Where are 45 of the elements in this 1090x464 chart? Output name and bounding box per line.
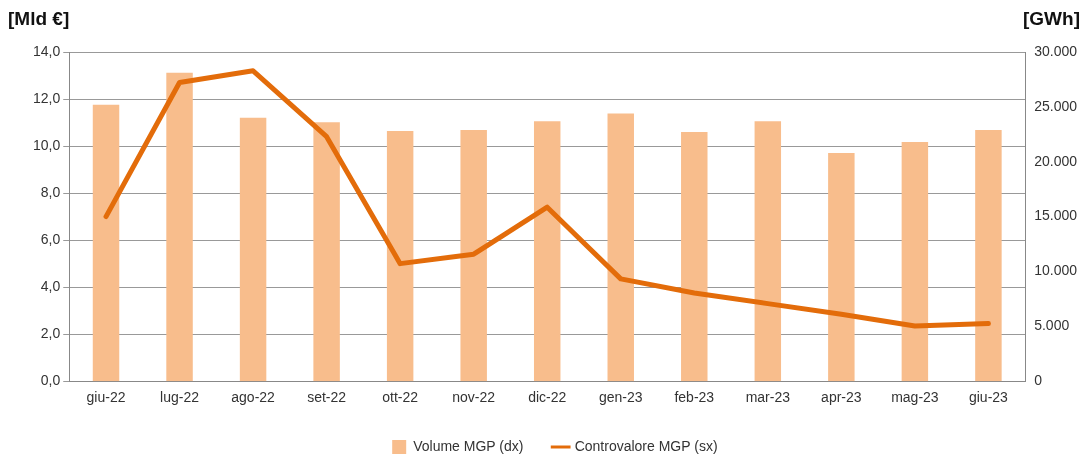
bar bbox=[386, 131, 414, 382]
y-tick-label: 2,0 bbox=[40, 325, 61, 342]
y2-tick-label: 15.000 bbox=[1034, 207, 1078, 224]
y-tick-label: 10,0 bbox=[33, 136, 61, 153]
y-axis-title: [Mld €] bbox=[8, 8, 70, 30]
y-tick-label: 14,0 bbox=[33, 42, 61, 59]
legend-label: Volume MGP (dx) bbox=[413, 437, 524, 454]
y-tick-label: 12,0 bbox=[33, 89, 61, 106]
x-tick-label: nov-22 bbox=[452, 389, 496, 406]
x-tick-label: mag-23 bbox=[891, 389, 939, 406]
x-tick-label: feb-23 bbox=[674, 389, 715, 406]
x-tick-label: ott-22 bbox=[382, 389, 419, 406]
x-tick-label: ago-22 bbox=[231, 389, 276, 406]
y2-tick-label: 5.000 bbox=[1034, 317, 1070, 334]
x-tick-label: giu-22 bbox=[86, 389, 126, 406]
bar bbox=[901, 141, 929, 382]
y-tick-label: 8,0 bbox=[40, 183, 61, 200]
bar bbox=[681, 132, 708, 382]
y2-tick-label: 25.000 bbox=[1034, 97, 1078, 114]
x-tick-label: gen-23 bbox=[598, 389, 643, 406]
bar bbox=[239, 117, 267, 382]
bar bbox=[313, 122, 340, 382]
bar bbox=[92, 104, 120, 382]
bar bbox=[975, 129, 1002, 382]
bar bbox=[460, 129, 487, 382]
y2-tick-label: 30.000 bbox=[1034, 42, 1078, 59]
y-tick-label: 0,0 bbox=[40, 372, 61, 389]
bar bbox=[607, 113, 634, 382]
x-tick-label: dic-22 bbox=[528, 389, 567, 406]
x-tick-label: set-22 bbox=[307, 389, 347, 406]
y2-tick-label: 10.000 bbox=[1034, 262, 1078, 279]
x-tick-label: apr-23 bbox=[821, 389, 862, 406]
y2-tick-label: 0 bbox=[1034, 372, 1043, 389]
x-tick-label: lug-22 bbox=[160, 389, 200, 406]
bar bbox=[166, 72, 193, 382]
x-tick-label: giu-23 bbox=[968, 389, 1009, 406]
y-tick-label: 6,0 bbox=[40, 230, 61, 247]
y2-axis-title: [GWh] bbox=[1023, 8, 1080, 30]
y2-tick-label: 20.000 bbox=[1034, 152, 1078, 169]
legend-label: Controvalore MGP (sx) bbox=[574, 437, 718, 454]
bar bbox=[754, 121, 782, 382]
bar bbox=[828, 152, 855, 382]
bar bbox=[533, 121, 561, 382]
x-tick-label: mar-23 bbox=[745, 389, 791, 406]
y-tick-label: 4,0 bbox=[40, 278, 61, 294]
